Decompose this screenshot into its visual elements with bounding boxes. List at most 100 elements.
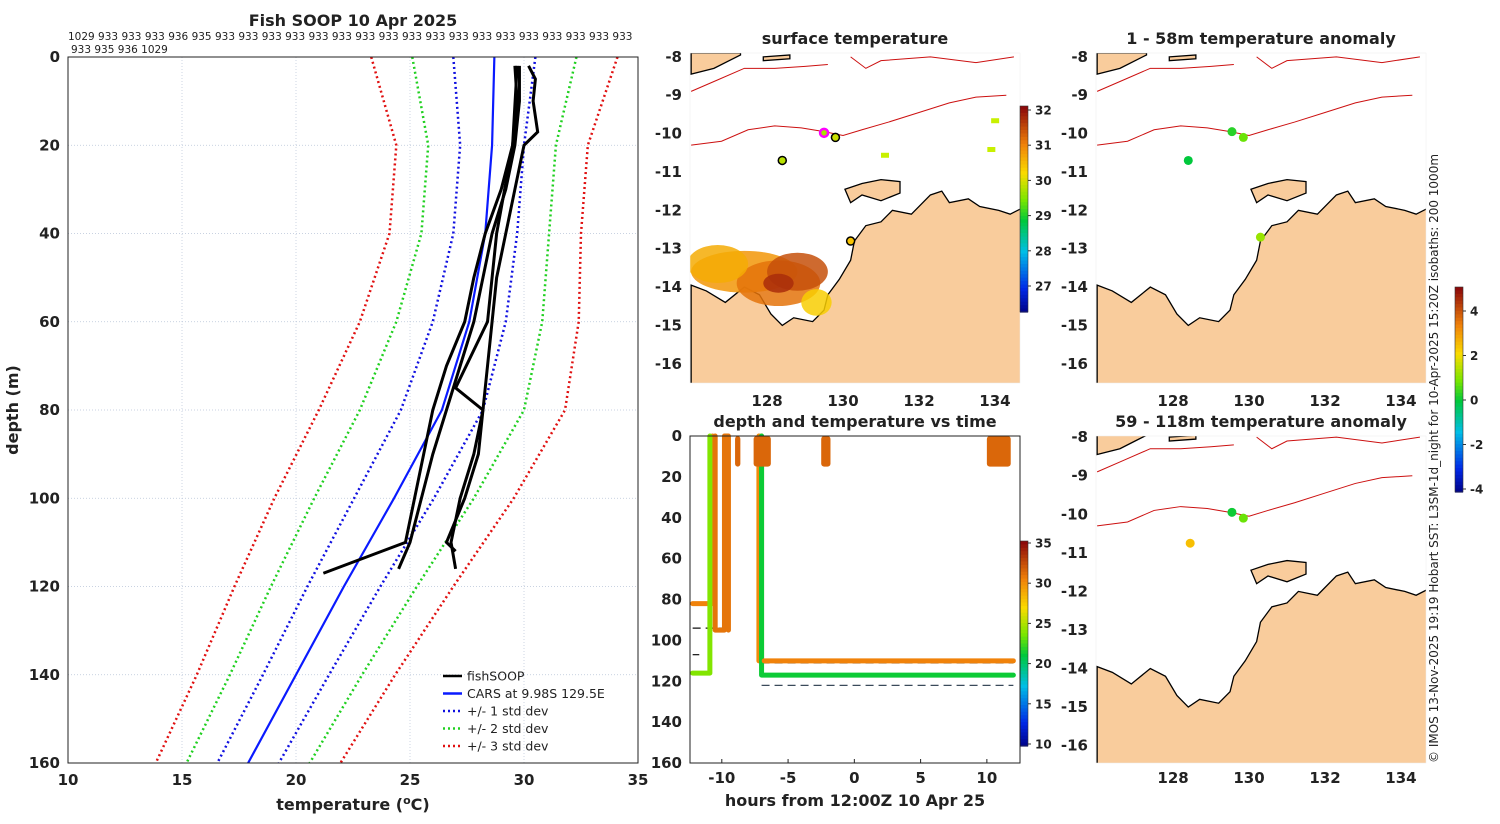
isobath-line <box>850 56 1014 69</box>
lat-tick-label: -8 <box>1071 48 1088 66</box>
map-panel-1: -8 -9 -10 -11 -12 -13 -14 -15 -16 128 130 132 134 sur… <box>655 29 1021 410</box>
colorbar-segment <box>1020 178 1028 183</box>
colorbar-segment <box>1455 399 1463 404</box>
colorbar-segment <box>1020 188 1028 193</box>
colorbar-segment <box>1020 554 1028 559</box>
isobath-200m-line <box>1097 475 1413 527</box>
lat-tick-label: -12 <box>1061 201 1088 219</box>
colorbar-segment <box>1020 739 1028 744</box>
x-axis-label-part: o <box>403 794 411 807</box>
colorbar-segment <box>1455 430 1463 435</box>
y-tick-label: 100 <box>651 631 682 649</box>
colorbar-segment <box>1020 544 1028 549</box>
colorbar-segment <box>1455 461 1463 466</box>
colorbar-segment <box>1020 708 1028 713</box>
x-tick-label: 25 <box>400 771 421 789</box>
isobath-200m-line <box>1097 94 1413 146</box>
cars-mean-line <box>247 56 496 764</box>
sst-patch <box>763 273 794 293</box>
colorbar-segment <box>1455 386 1463 391</box>
colorbar-frame <box>1019 105 1029 313</box>
colorbar-segment <box>1020 287 1028 292</box>
colorbar-segment <box>1020 160 1028 165</box>
lat-tick-label: -10 <box>1061 125 1088 143</box>
y-tick-label: 160 <box>29 754 60 772</box>
map-title: surface temperature <box>762 29 949 48</box>
lon-tick-label: 132 <box>1309 769 1340 787</box>
colorbar-segment <box>1020 619 1028 624</box>
colorbar-tick-label: -2 <box>1470 438 1483 452</box>
colorbar-segment <box>1455 351 1463 356</box>
colorbar-segment <box>1020 257 1028 262</box>
observation-marker <box>1238 132 1248 142</box>
lon-tick-label: 134 <box>1385 392 1416 410</box>
map-panel-3: -8 -9 -10 -11 -12 -13 -14 -15 -16 128 130 132 134 1 -… <box>1061 29 1427 410</box>
colorbar-tick-label: 10 <box>1035 738 1052 752</box>
colorbar-segment <box>1455 410 1463 415</box>
colorbar-tick-label: 30 <box>1035 174 1052 188</box>
y-tick-label: 160 <box>651 754 682 772</box>
lon-tick-label: 130 <box>1233 392 1264 410</box>
colorbar-tick-label: 25 <box>1035 617 1052 631</box>
colorbar-segment <box>1020 715 1028 720</box>
colorbar-segment <box>1020 133 1028 138</box>
lat-tick-label: -14 <box>1061 278 1088 296</box>
lat-tick-label: -16 <box>1061 737 1088 755</box>
colorbar-segment <box>1020 284 1028 289</box>
colorbar-segment <box>1020 728 1028 733</box>
colorbar-frame <box>1454 286 1464 493</box>
y-tick-label: 20 <box>39 136 60 154</box>
y-tick-label: 140 <box>651 713 682 731</box>
x-tick-label: 10 <box>58 771 79 789</box>
colorbar-segment <box>1020 253 1028 258</box>
colorbar-segment <box>1020 294 1028 299</box>
map-content <box>1096 53 1426 383</box>
isobath-1000m-line <box>1096 64 1234 92</box>
colorbar-segment <box>1020 198 1028 203</box>
colorbar-segment <box>1020 592 1028 597</box>
isobath-200m-line <box>691 94 1007 146</box>
y-tick-label: 0 <box>50 48 60 66</box>
mainland <box>1096 571 1426 763</box>
colorbar-segment <box>1020 616 1028 621</box>
observation-marker <box>845 236 856 246</box>
lon-tick-label: 128 <box>751 392 782 410</box>
colorbar-segment <box>1020 670 1028 675</box>
colorbar-segment <box>1455 406 1463 411</box>
colorbar-segment <box>1020 725 1028 730</box>
colorbar-segment <box>1455 310 1463 315</box>
y-tick-label: 80 <box>661 591 682 609</box>
credit-text: © IMOS 13-Nov-2025 19:19 Hobart SST: L3S… <box>1427 154 1441 763</box>
colorbar-segment <box>1020 305 1028 310</box>
lat-tick-label: -9 <box>1071 467 1088 485</box>
legend-entry: +/- 2 std dev <box>467 721 549 736</box>
colorbar-segment <box>1020 568 1028 573</box>
lat-tick-label: -13 <box>1061 621 1088 639</box>
sst-patch <box>690 245 749 284</box>
colorbar-segment <box>1455 481 1463 486</box>
lon-tick-label: 130 <box>827 392 858 410</box>
colorbar-segment <box>1020 711 1028 716</box>
y-tick-label: 40 <box>39 225 60 243</box>
colorbar-segment <box>1020 575 1028 580</box>
colorbar-segment <box>1455 437 1463 442</box>
colorbar-segment <box>1455 413 1463 418</box>
colorbar-segment <box>1455 290 1463 295</box>
x-tick-label: -5 <box>780 769 797 787</box>
colorbar-segment <box>1455 392 1463 397</box>
colorbar-segment <box>1455 348 1463 353</box>
lon-tick-label: 128 <box>1157 769 1188 787</box>
mainland <box>1096 190 1426 383</box>
observation-marker <box>830 132 841 143</box>
colorbar-segment <box>1020 558 1028 563</box>
colorbar-segment <box>1020 561 1028 566</box>
lat-tick-label: -11 <box>1061 544 1088 562</box>
colorbar-segment <box>1020 250 1028 255</box>
colorbar-segment <box>1455 341 1463 346</box>
colorbar-segment <box>1020 551 1028 556</box>
axes-bg <box>690 436 1020 763</box>
colorbar-segment <box>1455 304 1463 309</box>
map-panel-4: -8 -9 -10 -11 -12 -13 -14 -15 -16 128 130 132 134 59 … <box>1061 412 1427 787</box>
colorbar-segment <box>1020 164 1028 169</box>
colorbar-segment <box>1020 277 1028 282</box>
